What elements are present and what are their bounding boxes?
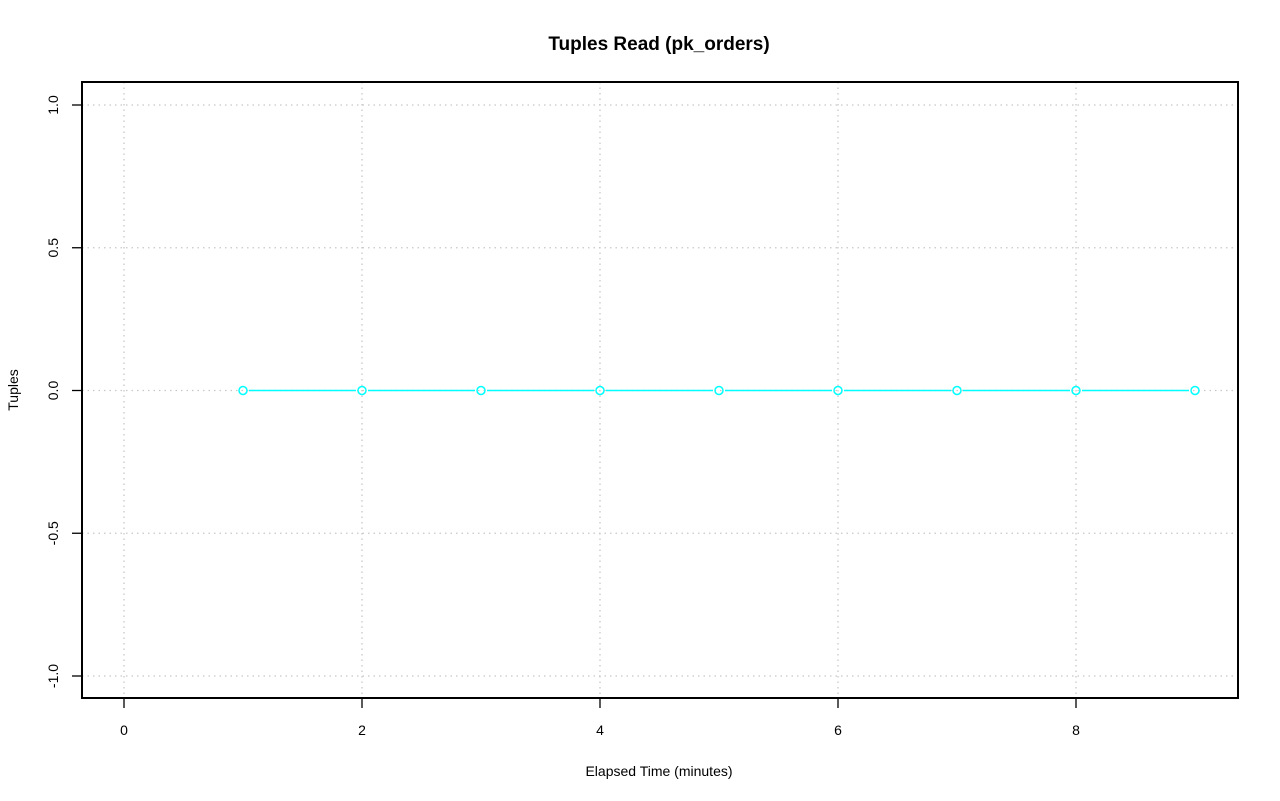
data-point bbox=[1190, 385, 1200, 396]
x-axis-label: Elapsed Time (minutes) bbox=[585, 763, 732, 779]
axes: 0 2 4 6 8 -1.0 -0.5 0.0 0.5 1.0 bbox=[45, 95, 1080, 738]
series-marks bbox=[238, 385, 1200, 396]
x-tick-label: 8 bbox=[1072, 722, 1080, 738]
data-point bbox=[238, 385, 248, 396]
data-point bbox=[595, 385, 605, 396]
chart-title: Tuples Read (pk_orders) bbox=[548, 34, 769, 55]
data-point bbox=[476, 385, 486, 396]
x-tick-label: 6 bbox=[834, 722, 842, 738]
data-point bbox=[357, 385, 367, 396]
y-tick-label: 0.5 bbox=[45, 238, 61, 258]
y-tick-label: -0.5 bbox=[45, 521, 61, 545]
plot-frame bbox=[81, 81, 1239, 699]
x-tick-label: 2 bbox=[358, 722, 366, 738]
data-point bbox=[1071, 385, 1081, 396]
data-point bbox=[952, 385, 962, 396]
data-point bbox=[714, 385, 724, 396]
x-tick-label: 0 bbox=[120, 722, 128, 738]
y-axis-label: Tuples bbox=[5, 369, 21, 411]
data-point bbox=[833, 385, 843, 396]
y-tick-label: -1.0 bbox=[45, 664, 61, 688]
y-tick-label: 0.0 bbox=[45, 381, 61, 401]
y-tick-label: 1.0 bbox=[45, 95, 61, 115]
x-tick-label: 4 bbox=[596, 722, 604, 738]
